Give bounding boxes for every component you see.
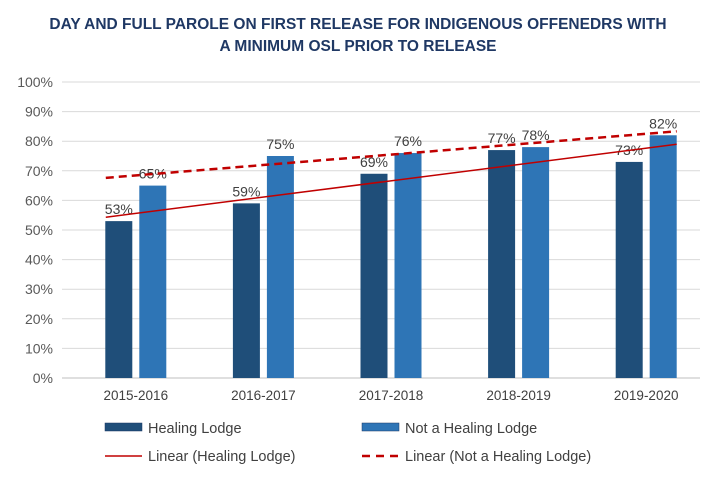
bar-healing-lodge [488,150,516,378]
chart-title-line-2: A MINIMUM OSL PRIOR TO RELEASE [219,38,497,55]
data-label: 65% [139,166,167,182]
y-tick-label: 10% [25,340,53,356]
bar-not-a-healing-lodge [139,185,167,378]
legend-label: Healing Lodge [148,421,242,437]
data-label: 78% [522,127,550,143]
trendline-healing-lodge [105,143,677,218]
y-tick-label: 90% [25,104,53,120]
data-label: 77% [488,130,516,146]
x-tick-label: 2017-2018 [359,388,424,403]
y-tick-label: 40% [25,252,53,268]
bar-not-a-healing-lodge [394,153,422,378]
chart-title-line-1: DAY AND FULL PAROLE ON FIRST RELEASE FOR… [49,16,667,33]
data-label: 82% [649,115,677,131]
y-tick-label: 50% [25,222,53,238]
legend-swatch [104,422,143,432]
bar-not-a-healing-lodge [649,135,677,378]
legend-label: Linear (Not a Healing Lodge) [405,449,591,465]
bar-healing-lodge [615,161,643,378]
data-label: 76% [394,133,422,149]
legend-swatch [361,422,400,432]
bar-not-a-healing-lodge [266,156,294,378]
data-label: 75% [266,136,294,152]
y-tick-label: 80% [25,133,53,149]
y-tick-label: 60% [25,192,53,208]
y-tick-label: 100% [17,74,53,90]
bar-healing-lodge [360,173,388,378]
x-tick-label: 2016-2017 [231,388,296,403]
y-tick-label: 70% [25,163,53,179]
legend-label: Not a Healing Lodge [405,421,537,437]
y-tick-label: 30% [25,281,53,297]
x-tick-label: 2019-2020 [614,388,679,403]
bar-healing-lodge [105,221,133,378]
bar-not-a-healing-lodge [522,147,550,378]
y-tick-label: 0% [33,370,53,386]
x-tick-label: 2018-2019 [486,388,551,403]
data-label: 53% [105,201,133,217]
trendline-not-healing-lodge [105,130,677,180]
legend-label: Linear (Healing Lodge) [148,449,296,465]
data-label: 59% [232,183,260,199]
y-tick-label: 20% [25,311,53,327]
chart-title: DAY AND FULL PAROLE ON FIRST RELEASE FOR… [0,14,716,58]
x-tick-label: 2015-2016 [104,388,169,403]
bar-healing-lodge [232,203,260,378]
